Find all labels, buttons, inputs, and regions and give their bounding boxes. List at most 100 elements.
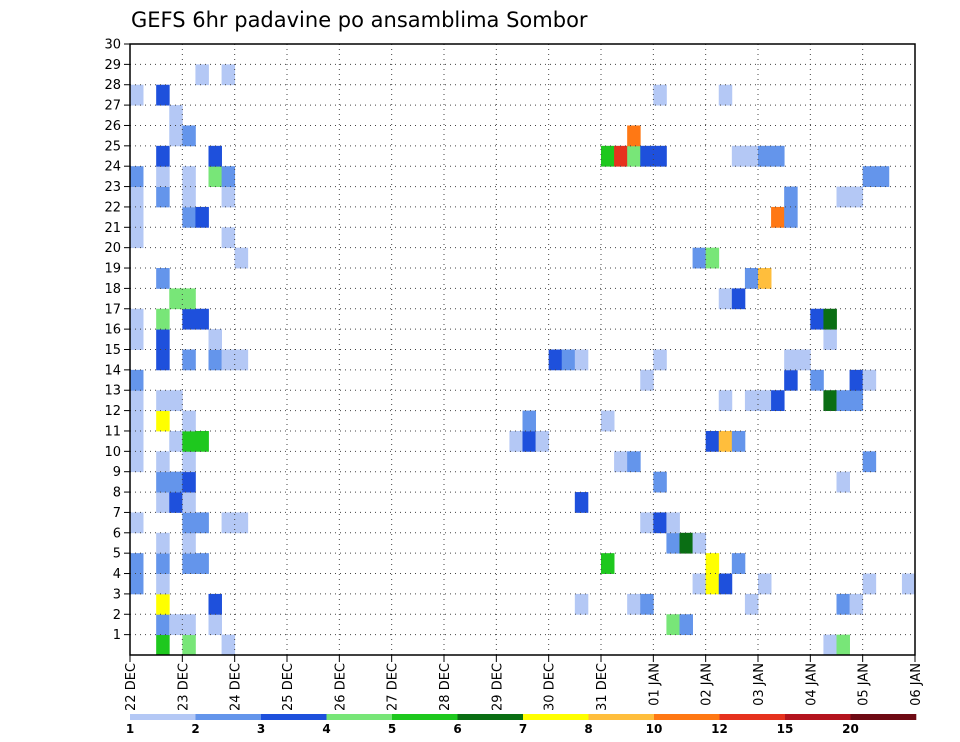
heatmap-cell [692,247,707,269]
heatmap-cell [627,125,641,147]
heatmap-cell [574,492,589,513]
x-tick-label: 01 JAN [647,663,662,706]
legend-color-swatch [261,714,327,720]
heatmap-cell [156,390,170,411]
heatmap-cell [169,125,183,147]
heatmap-cell [705,247,720,269]
heatmap-cell [221,166,236,187]
heatmap-cell [130,512,144,534]
heatmap-cell [156,410,170,432]
legend-color-swatch [195,714,262,720]
heatmap-cell [182,349,196,371]
y-tick-label: 30 [104,38,121,53]
heatmap-cell [849,186,864,208]
heatmap-cell [156,451,170,473]
heatmap-cell [130,390,144,411]
heatmap-cell [182,288,196,310]
legend-color-swatch [130,714,196,720]
heatmap-cell [156,349,170,371]
heatmap-cell [627,145,641,167]
heatmap-cell [666,512,680,534]
heatmap-cell [823,308,837,330]
heatmap-cell [195,430,209,452]
heatmap-cell [208,329,222,350]
legend-color-swatch [392,714,458,720]
y-tick-label: 5 [113,547,121,562]
heatmap-cell [169,288,183,310]
heatmap-cell [862,369,877,391]
x-tick-label: 04 JAN [804,663,819,706]
heatmap-cell [221,512,236,534]
heatmap-cell [758,145,772,167]
x-tick-label: 30 DEC [543,663,558,711]
heatmap-cell [130,227,144,249]
heatmap-cell [797,349,811,371]
legend-tick-label: 7 [519,722,527,736]
heatmap-cell [221,227,236,249]
x-tick-label: 26 DEC [333,663,348,711]
legend-color-swatch [850,714,917,720]
heatmap-cell [156,471,170,493]
heatmap-cell [169,390,183,411]
heatmap-cell [182,614,196,636]
heatmap-cell [548,349,563,371]
heatmap-cell [784,206,798,228]
heatmap-cell [627,451,641,473]
heatmap-cell [666,532,680,554]
legend-tick-label: 12 [711,722,728,736]
heatmap-cell [522,430,536,452]
heatmap-cell [195,308,209,330]
heatmap-cell [208,166,222,187]
heatmap-cell [156,492,170,513]
x-tick-label: 06 JAN [909,663,924,706]
heatmap-cell [731,430,746,452]
heatmap-cell [156,573,170,595]
heatmap-cell [731,553,746,574]
heatmap-cell [156,268,170,289]
heatmap-cell [509,430,523,452]
heatmap-cell [130,186,144,208]
legend-tick-label: 2 [191,722,199,736]
heatmap-cell [653,471,667,493]
heatmap-cell [195,64,209,86]
heatmap-cell [614,145,628,167]
heatmap-cell [130,84,144,106]
legend-tick-label: 10 [646,722,663,736]
y-tick-label: 4 [113,567,121,582]
heatmap-cell [705,430,720,452]
y-tick-label: 13 [104,384,121,399]
heatmap-cell [221,349,236,371]
heatmap-cell [156,532,170,554]
y-tick-label: 16 [104,323,121,338]
legend-tick-label: 4 [322,722,330,736]
heatmap-cell [182,512,196,534]
chart-title: GEFS 6hr padavine po ansamblima Sombor [131,8,588,32]
heatmap-cell [156,145,170,167]
heatmap-cell [130,329,144,350]
heatmap-cell [182,308,196,330]
heatmap-cell [836,471,850,493]
y-tick-label: 17 [104,302,121,317]
heatmap-cell [234,349,249,371]
heatmap-cell [614,451,628,473]
heatmap-cell [758,268,772,289]
heatmap-cell [130,369,144,391]
heatmap-cell [744,593,759,615]
x-tick-label: 02 JAN [700,663,715,706]
heatmap-cell [784,369,798,391]
heatmap-cell [849,369,864,391]
heatmap-cell [195,206,209,228]
heatmap-cell [234,512,249,534]
heatmap-cell [836,390,850,411]
heatmap-cell [731,288,746,310]
heatmap-cell [810,308,824,330]
heatmap-cell [574,593,589,615]
heatmap-cell [810,369,824,391]
x-tick-label: 05 JAN [857,663,872,706]
x-tick-label: 27 DEC [386,663,401,711]
heatmap-cell [561,349,576,371]
legend-tick-label: 20 [842,722,859,736]
heatmap-cell [182,553,196,574]
heatmap-cell [169,614,183,636]
